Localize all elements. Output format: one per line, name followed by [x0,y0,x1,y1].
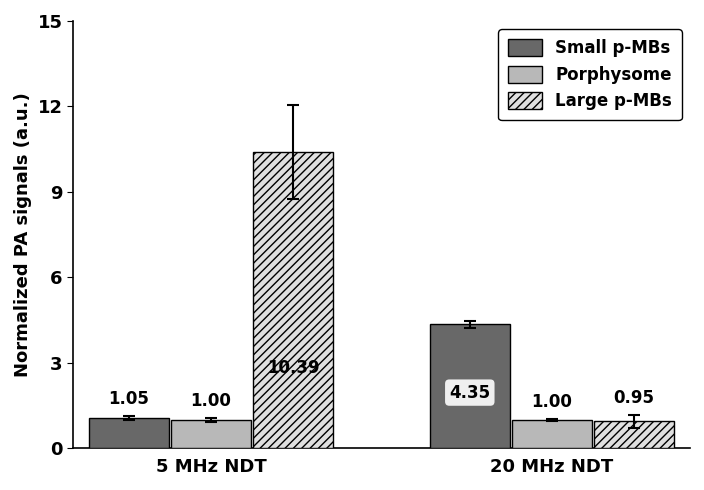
Bar [253,152,334,448]
Text: 4.35: 4.35 [449,384,491,402]
Text: 1.00: 1.00 [532,393,572,411]
Bar [171,420,251,448]
Legend: Small p-MBs, Porphysome, Large p-MBs: Small p-MBs, Porphysome, Large p-MBs [498,29,681,121]
Y-axis label: Normalized PA signals (a.u.): Normalized PA signals (a.u.) [14,92,32,377]
Bar [593,421,674,448]
Bar [512,420,592,448]
Bar [89,418,169,448]
Text: 10.39: 10.39 [267,359,320,377]
Text: 1.05: 1.05 [108,391,149,409]
Bar [429,324,510,448]
Text: 0.95: 0.95 [613,389,655,407]
Text: 1.00: 1.00 [191,392,232,410]
